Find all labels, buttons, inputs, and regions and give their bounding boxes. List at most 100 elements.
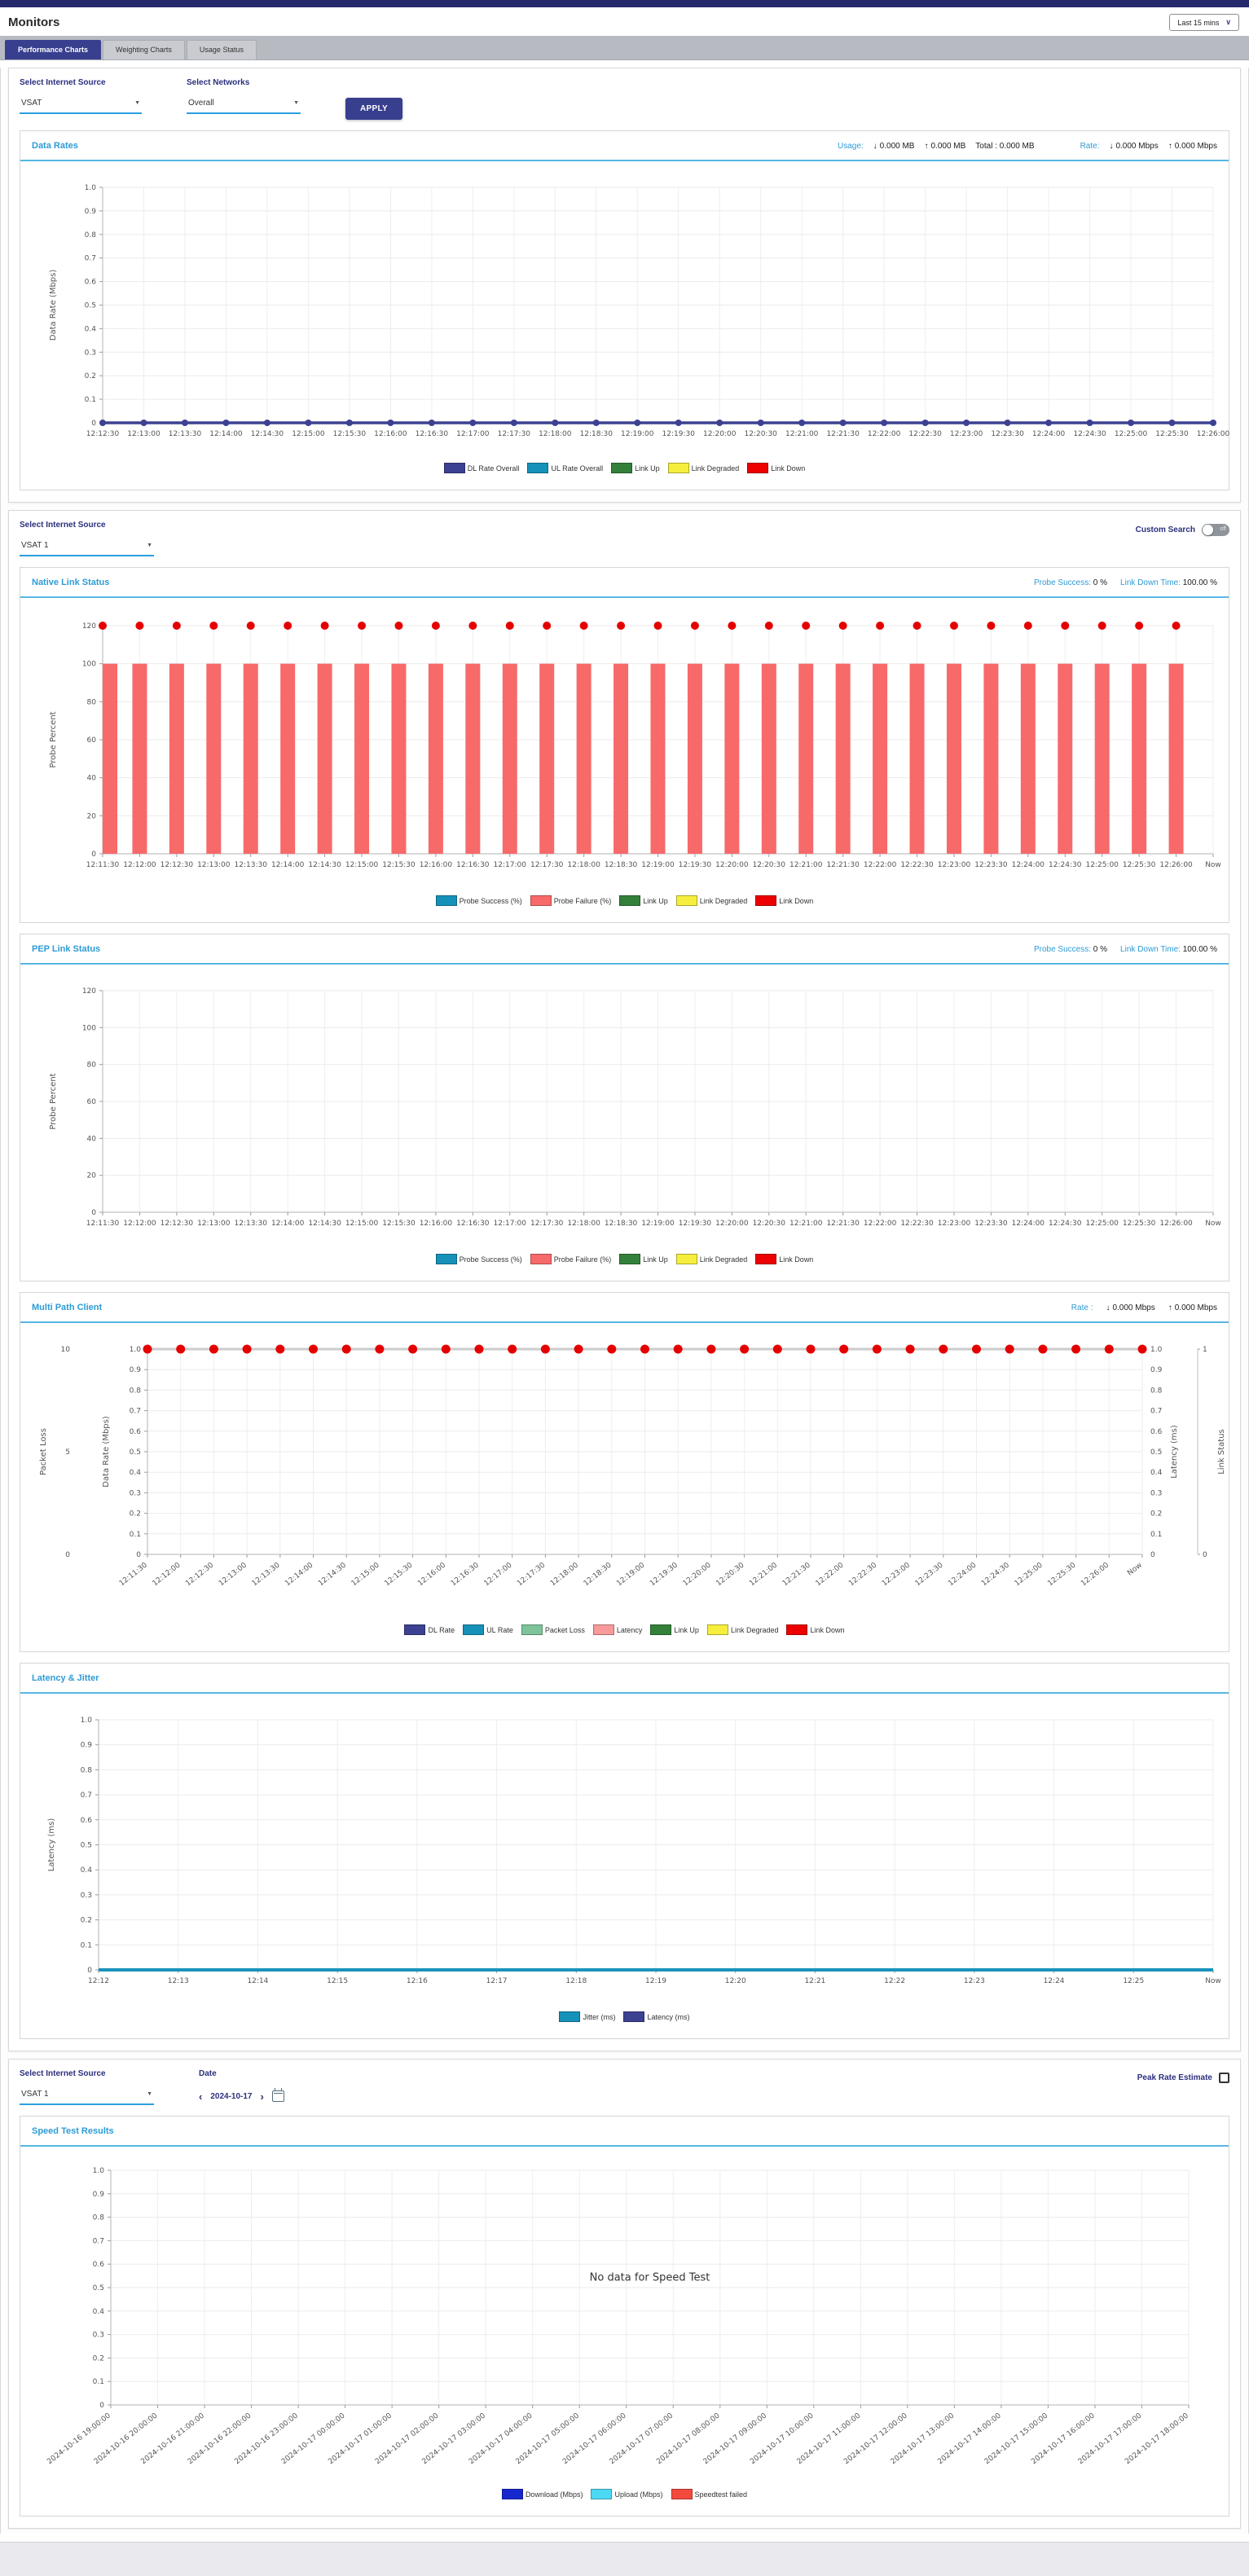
svg-text:Probe Percent: Probe Percent xyxy=(49,1073,58,1129)
legend-item[interactable]: Link Down xyxy=(755,895,813,906)
svg-text:12:18:30: 12:18:30 xyxy=(583,1561,614,1588)
svg-text:12:11:30: 12:11:30 xyxy=(86,1220,120,1228)
calendar-icon[interactable] xyxy=(271,2088,284,2102)
svg-text:12:19:30: 12:19:30 xyxy=(679,861,712,869)
legend-item[interactable]: DL Rate Overall xyxy=(443,463,519,473)
svg-text:12:13:00: 12:13:00 xyxy=(197,1220,231,1228)
legend-item[interactable]: Probe Failure (%) xyxy=(530,895,612,906)
probe-success-value: 0 % xyxy=(1093,944,1108,954)
legend-item[interactable]: Speedtest failed xyxy=(671,2489,748,2499)
legend-item[interactable]: Link Degraded xyxy=(675,895,747,906)
peak-rate-estimate-checkbox[interactable] xyxy=(1219,2073,1229,2083)
svg-text:12:14:30: 12:14:30 xyxy=(308,861,341,869)
legend-item[interactable]: Probe Success (%) xyxy=(435,895,522,906)
legend-item[interactable]: Latency xyxy=(592,1624,642,1635)
svg-text:0.8: 0.8 xyxy=(81,1766,93,1774)
svg-text:12:14:00: 12:14:00 xyxy=(209,430,243,438)
legend-item[interactable]: Link Up xyxy=(650,1624,699,1635)
svg-text:12:18: 12:18 xyxy=(565,1977,587,1985)
networks-select[interactable]: Overall ▼ xyxy=(187,95,301,114)
legend-item[interactable]: Latency (ms) xyxy=(623,2011,690,2022)
svg-text:0.3: 0.3 xyxy=(85,349,96,357)
svg-text:12:12:30: 12:12:30 xyxy=(161,1220,194,1228)
legend-item[interactable]: Link Degraded xyxy=(706,1624,778,1635)
svg-text:12:12:00: 12:12:00 xyxy=(123,861,156,869)
legend-item[interactable]: Upload (Mbps) xyxy=(591,2489,663,2499)
legend-item[interactable]: Download (Mbps) xyxy=(501,2489,583,2499)
svg-text:12:18:00: 12:18:00 xyxy=(539,430,572,438)
rate-upload-value: 0.000 Mbps xyxy=(1174,1303,1217,1312)
svg-text:12:14:30: 12:14:30 xyxy=(251,430,284,438)
prev-date-button[interactable]: ‹ xyxy=(199,2090,203,2103)
svg-text:0.1: 0.1 xyxy=(85,396,96,404)
legend-label: Latency (ms) xyxy=(647,2012,690,2021)
legend-swatch xyxy=(435,1254,457,1264)
svg-text:12:16:00: 12:16:00 xyxy=(374,430,407,438)
legend-item[interactable]: Link Degraded xyxy=(667,463,739,473)
svg-text:0.5: 0.5 xyxy=(81,1842,92,1850)
svg-text:12:19:00: 12:19:00 xyxy=(641,861,675,869)
svg-text:Data Rate (Mbps): Data Rate (Mbps) xyxy=(49,270,58,341)
svg-text:0.2: 0.2 xyxy=(85,372,96,380)
legend-item[interactable]: UL Rate xyxy=(463,1624,513,1635)
svg-text:12:24:00: 12:24:00 xyxy=(1012,1220,1045,1228)
legend-label: Link Up xyxy=(643,896,668,905)
svg-text:12:14:00: 12:14:00 xyxy=(271,1220,305,1228)
caret-down-icon: ▼ xyxy=(147,2091,152,2097)
svg-text:1.0: 1.0 xyxy=(85,184,97,192)
native-link-status-chart: 12:11:30 12:12:00 12:12:30 12:13:00 12:13:30… xyxy=(20,598,1229,890)
apply-button[interactable]: APPLY xyxy=(345,98,402,120)
legend-item[interactable]: UL Rate Overall xyxy=(527,463,603,473)
svg-text:12:18:00: 12:18:00 xyxy=(549,1561,580,1588)
svg-text:80: 80 xyxy=(87,698,97,706)
internet-source-select-2[interactable]: VSAT 1 ▼ xyxy=(20,537,154,556)
svg-text:12:25:30: 12:25:30 xyxy=(1046,1561,1077,1588)
legend-item[interactable]: DL Rate xyxy=(404,1624,455,1635)
svg-text:12:25:00: 12:25:00 xyxy=(1115,430,1148,438)
controls-row-2: Select Internet Source VSAT 1 ▼ Custom S… xyxy=(20,521,1229,556)
tab-usage-status[interactable]: Usage Status xyxy=(186,40,257,59)
svg-text:12:13:00: 12:13:00 xyxy=(197,861,231,869)
svg-text:Link Status: Link Status xyxy=(1217,1429,1226,1475)
legend-item[interactable]: Link Up xyxy=(619,1254,668,1264)
page-footer xyxy=(0,2542,1249,2576)
legend-item[interactable]: Link Down xyxy=(755,1254,813,1264)
controls-row-3: Select Internet Source VSAT 1 ▼ Date ‹ 2… xyxy=(20,2069,1229,2105)
legend-item[interactable]: Jitter (ms) xyxy=(559,2011,615,2022)
legend-label: Speedtest failed xyxy=(694,2490,748,2499)
svg-text:12:15:00: 12:15:00 xyxy=(345,1220,379,1228)
legend-item[interactable]: Probe Failure (%) xyxy=(530,1254,611,1264)
svg-text:12:25:00: 12:25:00 xyxy=(1014,1561,1044,1588)
legend-item[interactable]: Link Up xyxy=(611,463,660,473)
panel-pep-link-status: PEP Link Status Probe Success: 0 % Link … xyxy=(20,934,1229,1281)
legend-item[interactable]: Link Down xyxy=(786,1624,845,1635)
time-range-button[interactable]: Last 15 mins ∨ xyxy=(1169,14,1239,31)
svg-text:12:19:30: 12:19:30 xyxy=(662,430,696,438)
svg-text:12:14:00: 12:14:00 xyxy=(271,861,305,869)
legend-item[interactable]: Link Up xyxy=(619,895,668,906)
legend-swatch xyxy=(435,895,457,906)
legend-item[interactable]: Link Degraded xyxy=(675,1254,747,1264)
data-rates-chart: 12:12:30 12:13:00 12:13:30 12:14:00 12:14:30… xyxy=(20,161,1229,458)
svg-text:12:18:00: 12:18:00 xyxy=(567,1220,600,1228)
legend-item[interactable]: Probe Success (%) xyxy=(435,1254,522,1264)
svg-text:0.1: 0.1 xyxy=(93,2378,104,2386)
next-date-button[interactable]: › xyxy=(260,2090,264,2103)
svg-text:12:22:30: 12:22:30 xyxy=(847,1561,878,1588)
svg-text:0.5: 0.5 xyxy=(130,1448,141,1457)
tab-weighting-charts[interactable]: Weighting Charts xyxy=(103,40,185,59)
custom-search-label: Custom Search xyxy=(1135,525,1195,534)
svg-text:12:16:30: 12:16:30 xyxy=(450,1561,481,1588)
svg-text:12:22:30: 12:22:30 xyxy=(908,430,942,438)
legend-item[interactable]: Link Down xyxy=(747,463,805,473)
svg-text:12:12:30: 12:12:30 xyxy=(86,430,120,438)
internet-source-select[interactable]: VSAT ▼ xyxy=(20,95,142,114)
tab-performance-charts[interactable]: Performance Charts xyxy=(5,40,102,59)
svg-text:0.9: 0.9 xyxy=(1150,1366,1163,1374)
legend-item[interactable]: Packet Loss xyxy=(521,1624,585,1635)
svg-text:12:26:00: 12:26:00 xyxy=(1159,1220,1193,1228)
legend-label: Probe Failure (%) xyxy=(553,896,612,905)
internet-source-select-3[interactable]: VSAT 1 ▼ xyxy=(20,2086,154,2105)
data-rates-stats: Usage: ↓ 0.000 MB ↑ 0.000 MB Total : 0.000… xyxy=(838,142,1217,151)
custom-search-toggle[interactable]: off xyxy=(1202,524,1229,536)
